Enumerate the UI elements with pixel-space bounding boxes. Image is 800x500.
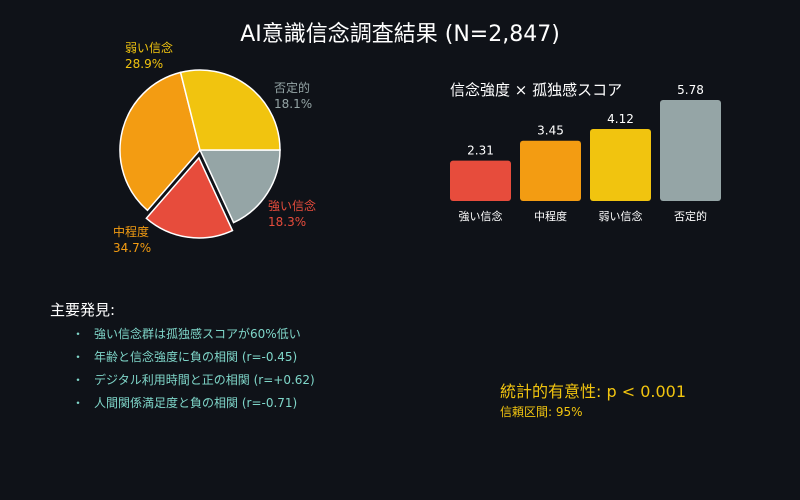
bar-category-label: 弱い信念 — [599, 209, 643, 223]
finding-text: 人間関係満足度と負の相関 (r=-0.71) — [94, 396, 298, 410]
pie-label-name: 弱い信念 — [125, 41, 174, 55]
finding-item: ・年齢と信念強度に負の相関 (r=-0.45) — [72, 349, 315, 372]
findings-list: ・強い信念群は孤独感スコアが60%低い ・年齢と信念強度に負の相関 (r=-0.… — [72, 326, 315, 418]
bar — [660, 100, 721, 201]
confidence-interval-text: 信頼区間: 95% — [500, 405, 583, 419]
bar-value-label: 3.45 — [537, 124, 564, 138]
pie-slice-weak — [179, 69, 281, 151]
bullet: ・ — [72, 327, 85, 341]
bar-category-label: 強い信念 — [459, 209, 503, 223]
pie-label-moderate: 中程度 34.7% — [113, 224, 151, 256]
pie-label-weak: 弱い信念 28.9% — [125, 40, 173, 72]
finding-text: 強い信念群は孤独感スコアが60%低い — [94, 327, 301, 341]
bar-value-label: 4.12 — [607, 112, 634, 126]
bar-category-label: 否定的 — [674, 209, 707, 223]
finding-text: 年齢と信念強度に負の相関 (r=-0.45) — [94, 350, 298, 364]
bar-category-label: 中程度 — [534, 209, 567, 223]
bar — [590, 129, 651, 201]
pie-label-percent: 34.7% — [113, 241, 152, 255]
bar-value-label: 5.78 — [677, 83, 704, 97]
finding-item: ・デジタル利用時間と正の相関 (r=+0.62) — [72, 372, 315, 395]
finding-text: デジタル利用時間と正の相関 (r=+0.62) — [94, 373, 315, 387]
bar-chart-title: 信念強度 × 孤独感スコア — [450, 81, 623, 99]
bullet: ・ — [72, 373, 85, 387]
pie-label-negative: 否定的 18.1% — [274, 80, 312, 112]
pie-label-percent: 28.9% — [125, 57, 164, 71]
pie-label-percent: 18.3% — [268, 215, 307, 229]
pie-label-strong: 強い信念 18.3% — [268, 198, 316, 230]
bar — [520, 140, 581, 201]
bullet: ・ — [72, 350, 85, 364]
findings-title: 主要発見: — [50, 301, 116, 319]
bar-value-label: 2.31 — [467, 144, 494, 158]
pie-slice-moderate — [119, 71, 201, 212]
chart-title: AI意識信念調査結果 (N=2,847) — [240, 22, 560, 47]
pie-label-name: 中程度 — [113, 225, 150, 239]
pie-label-name: 否定的 — [274, 81, 311, 95]
finding-item: ・強い信念群は孤独感スコアが60%低い — [72, 326, 315, 349]
pie-slice-strong — [145, 156, 234, 239]
pie-slice-negative — [198, 149, 281, 224]
pie-label-percent: 18.1% — [274, 97, 313, 111]
bar — [450, 160, 511, 201]
pie-label-name: 強い信念 — [268, 199, 317, 213]
finding-item: ・人間関係満足度と負の相関 (r=-0.71) — [72, 395, 315, 418]
significance-text: 統計的有意性: p < 0.001 — [500, 382, 687, 401]
bullet: ・ — [72, 396, 85, 410]
